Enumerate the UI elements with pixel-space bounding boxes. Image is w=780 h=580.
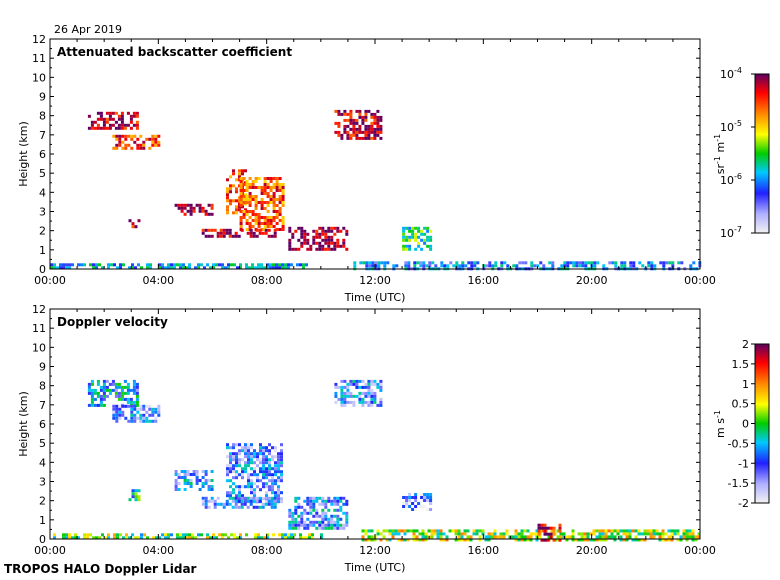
backscatter-colorbar-ticks: 10-4 10-5 10-6 10-7: [720, 66, 755, 240]
feature-0: [87, 379, 139, 407]
feature-7: [288, 226, 349, 251]
y-tick-label: 2: [39, 225, 46, 238]
feature-6: [288, 496, 349, 530]
y-tick-label: 8: [39, 380, 46, 393]
feature-4: [239, 177, 285, 231]
x-tick-label: 20:00: [576, 274, 608, 287]
x-tick-label: 16:00: [467, 274, 499, 287]
colorbar-tick-label: -0.5: [728, 437, 749, 450]
x-tick-label: 04:00: [142, 274, 174, 287]
x-tick-label: 00:00: [34, 274, 66, 287]
colorbar-tick-label: 0: [742, 418, 749, 431]
x-tick-label: 16:00: [467, 544, 499, 557]
x-tick-label: 12:00: [359, 544, 391, 557]
y-tick-label: 3: [39, 206, 46, 219]
feature-9: [53, 533, 323, 540]
y-tick-label: 7: [39, 129, 46, 142]
y-tick-label: 4: [39, 186, 46, 199]
y-tick-label: 9: [39, 361, 46, 374]
y-tick-label: 10: [32, 341, 46, 354]
colorbar-tick-label: 1.5: [732, 358, 750, 371]
y-tick-label: 11: [32, 322, 46, 335]
y-tick-label: 9: [39, 91, 46, 104]
doppler-axes-frame: [49, 308, 701, 540]
doppler-colorbar-unit: m s-1: [713, 410, 727, 438]
colorbar-tick-label: 10-4: [720, 66, 742, 81]
feature-2: [334, 379, 383, 407]
y-tick-label: 0: [39, 533, 46, 546]
backscatter-axes-frame: [49, 38, 701, 270]
x-tick-label: 08:00: [251, 274, 283, 287]
colorbar-tick-label: -2: [738, 497, 749, 510]
date-label: 26 Apr 2019: [54, 23, 122, 36]
backscatter-xlabel: Time (UTC): [344, 291, 406, 304]
feature-7: [128, 489, 141, 502]
feature-10: [361, 529, 701, 542]
feature-5: [174, 203, 214, 216]
x-tick-label: 04:00: [142, 544, 174, 557]
y-tick-label: 7: [39, 399, 46, 412]
feature-9: [402, 226, 433, 251]
doppler-ylabel: Height (km): [17, 391, 30, 457]
feature-2: [334, 109, 383, 140]
y-tick-label: 0: [39, 263, 46, 276]
y-tick-label: 4: [39, 456, 46, 469]
x-tick-label: 08:00: [251, 544, 283, 557]
y-tick-label: 5: [39, 437, 46, 450]
feature-1: [112, 404, 161, 423]
colorbar-tick-label: 10-7: [720, 225, 742, 240]
y-tick-label: 3: [39, 476, 46, 489]
backscatter-features: [50, 109, 702, 271]
colorbar-tick-label: 0.5: [732, 398, 750, 411]
colorbar-tick-label: -1.5: [728, 477, 749, 490]
backscatter-colorbar-unit: sr-1 m-1: [713, 134, 727, 174]
y-tick-label: 11: [32, 52, 46, 65]
colorbar-tick-label: 1: [742, 378, 749, 391]
feature-0: [87, 111, 139, 130]
feature-10: [50, 263, 308, 270]
doppler-features: [53, 379, 701, 542]
y-tick-label: 10: [32, 71, 46, 84]
y-tick-label: 5: [39, 167, 46, 180]
y-tick-label: 6: [39, 148, 46, 161]
feature-8: [128, 219, 141, 229]
feature-8: [402, 493, 433, 511]
backscatter-ylabel: Height (km): [17, 121, 30, 187]
colorbar-tick-label: -1: [738, 457, 749, 470]
doppler-colorbar-ticks: 2 1.5 1 0.5 0 -0.5 -1 -1.5 -2: [728, 338, 755, 510]
colorbar-tick-label: 10-5: [720, 119, 742, 134]
y-tick-label: 12: [32, 303, 46, 316]
colorbar-tick-label: 2: [742, 338, 749, 351]
doppler-xlabel: Time (UTC): [344, 561, 406, 574]
x-tick-label: 00:00: [684, 544, 716, 557]
doppler-title: Doppler velocity: [57, 315, 168, 329]
x-tick-label: 20:00: [576, 544, 608, 557]
y-tick-label: 12: [32, 33, 46, 46]
y-tick-label: 1: [39, 244, 46, 257]
backscatter-title: Attenuated backscatter coefficient: [57, 45, 292, 59]
doppler-colorbar: [754, 343, 770, 504]
x-tick-label: 12:00: [359, 274, 391, 287]
y-tick-label: 1: [39, 514, 46, 527]
feature-1: [112, 134, 161, 150]
colorbar-tick-label: 10-6: [720, 172, 742, 187]
feature-4: [174, 470, 214, 491]
feature-5: [201, 496, 277, 509]
y-tick-label: 2: [39, 495, 46, 508]
x-tick-label: 00:00: [684, 274, 716, 287]
y-tick-label: 6: [39, 418, 46, 431]
feature-11: [537, 523, 562, 542]
feature-3: [226, 443, 283, 504]
backscatter-colorbar: [754, 73, 770, 234]
x-tick-label: 00:00: [34, 544, 66, 557]
y-tick-label: 8: [39, 110, 46, 123]
feature-6: [201, 228, 277, 238]
footer-label: TROPOS HALO Doppler Lidar: [4, 562, 197, 576]
